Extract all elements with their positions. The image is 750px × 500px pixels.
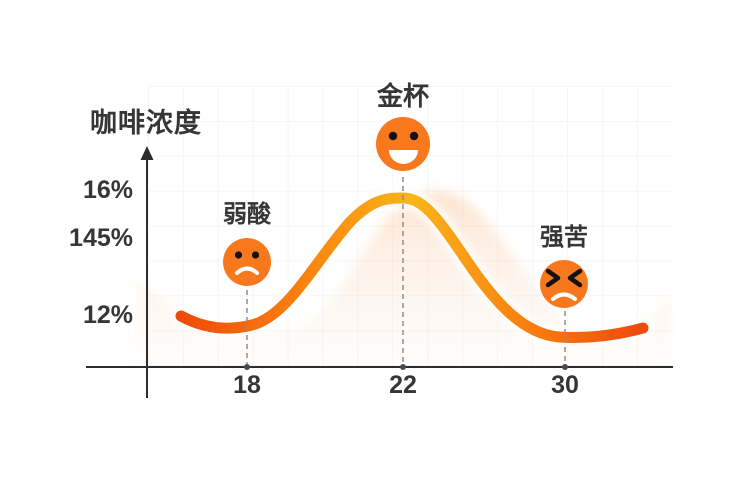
bitter-face-icon [540,260,588,308]
x-axis-label-18: 18 [233,371,261,399]
annotation-weak-acid: 弱酸 [223,201,271,228]
dropline-weak-acid [244,290,250,370]
happy-face-icon [376,117,430,171]
annotation-golden-cup: 金杯 [376,81,429,111]
y-axis-title: 咖啡浓度 [90,108,202,138]
y-axis-label-16: 16% [82,176,133,204]
sad-face-icon [223,238,271,286]
dropline-strong-bitter [562,311,568,370]
annotation-strong-bitter: 强苦 [540,224,588,251]
x-axis-label-22: 22 [389,371,417,399]
y-axis-label-145: 145% [69,224,133,252]
x-axis-label-30: 30 [551,371,579,399]
y-axis-label-12: 12% [82,301,133,329]
y-axis-arrow-icon [140,146,154,160]
dropline-golden-cup [400,177,406,370]
